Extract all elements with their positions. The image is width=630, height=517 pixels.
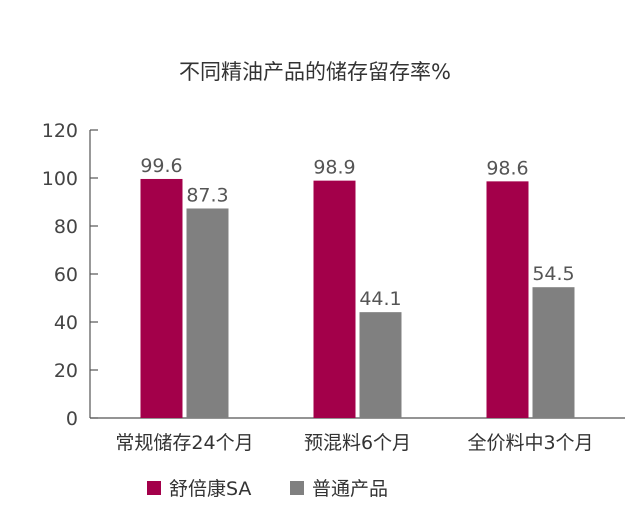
bar-2-3 <box>532 287 575 418</box>
data-label-2-3: 54.5 <box>532 263 574 285</box>
legend-label-series-1: 舒倍康SA <box>169 478 252 500</box>
bar-1-3 <box>486 181 529 418</box>
legend-item-series-1: 舒倍康SA <box>147 474 251 501</box>
y-tick-label-40: 40 <box>54 312 78 334</box>
data-label-1-1: 99.6 <box>140 155 182 177</box>
y-tick-label-100: 100 <box>42 168 78 190</box>
legend-label-series-2: 普通产品 <box>312 478 389 500</box>
bar-2-1 <box>186 208 229 418</box>
data-label-1-2: 98.9 <box>313 157 355 179</box>
y-tick-label-80: 80 <box>54 216 78 238</box>
bar-2-2 <box>359 312 402 418</box>
chart-title: 不同精油产品的储存留存率% <box>179 60 451 84</box>
data-label-2-1: 87.3 <box>186 184 228 206</box>
bar-1-2 <box>313 180 356 418</box>
legend: 舒倍康SA 普通产品 <box>0 474 630 504</box>
data-label-1-3: 98.6 <box>486 157 528 179</box>
y-tick-label-0: 0 <box>66 408 78 430</box>
y-tick-label-120: 120 <box>42 120 78 142</box>
legend-swatch-series-1 <box>147 480 161 495</box>
bar-1-1 <box>140 178 183 418</box>
y-tick-label-20: 20 <box>54 360 78 382</box>
x-tick-label-1: 常规储存24个月 <box>115 432 253 454</box>
legend-item-series-2: 普通产品 <box>290 474 388 501</box>
bar-chart: 0 20 40 60 80 100 120 99.687.3 常规储存24个月 98.9 44.1 预… <box>42 120 625 454</box>
x-tick-label-3: 全价料中3个月 <box>467 432 593 454</box>
legend-swatch-series-2 <box>290 480 304 495</box>
x-tick-label-2: 预混料6个月 <box>304 432 411 454</box>
y-tick-label-60: 60 <box>54 264 78 286</box>
data-label-2-2: 44.1 <box>359 288 401 310</box>
